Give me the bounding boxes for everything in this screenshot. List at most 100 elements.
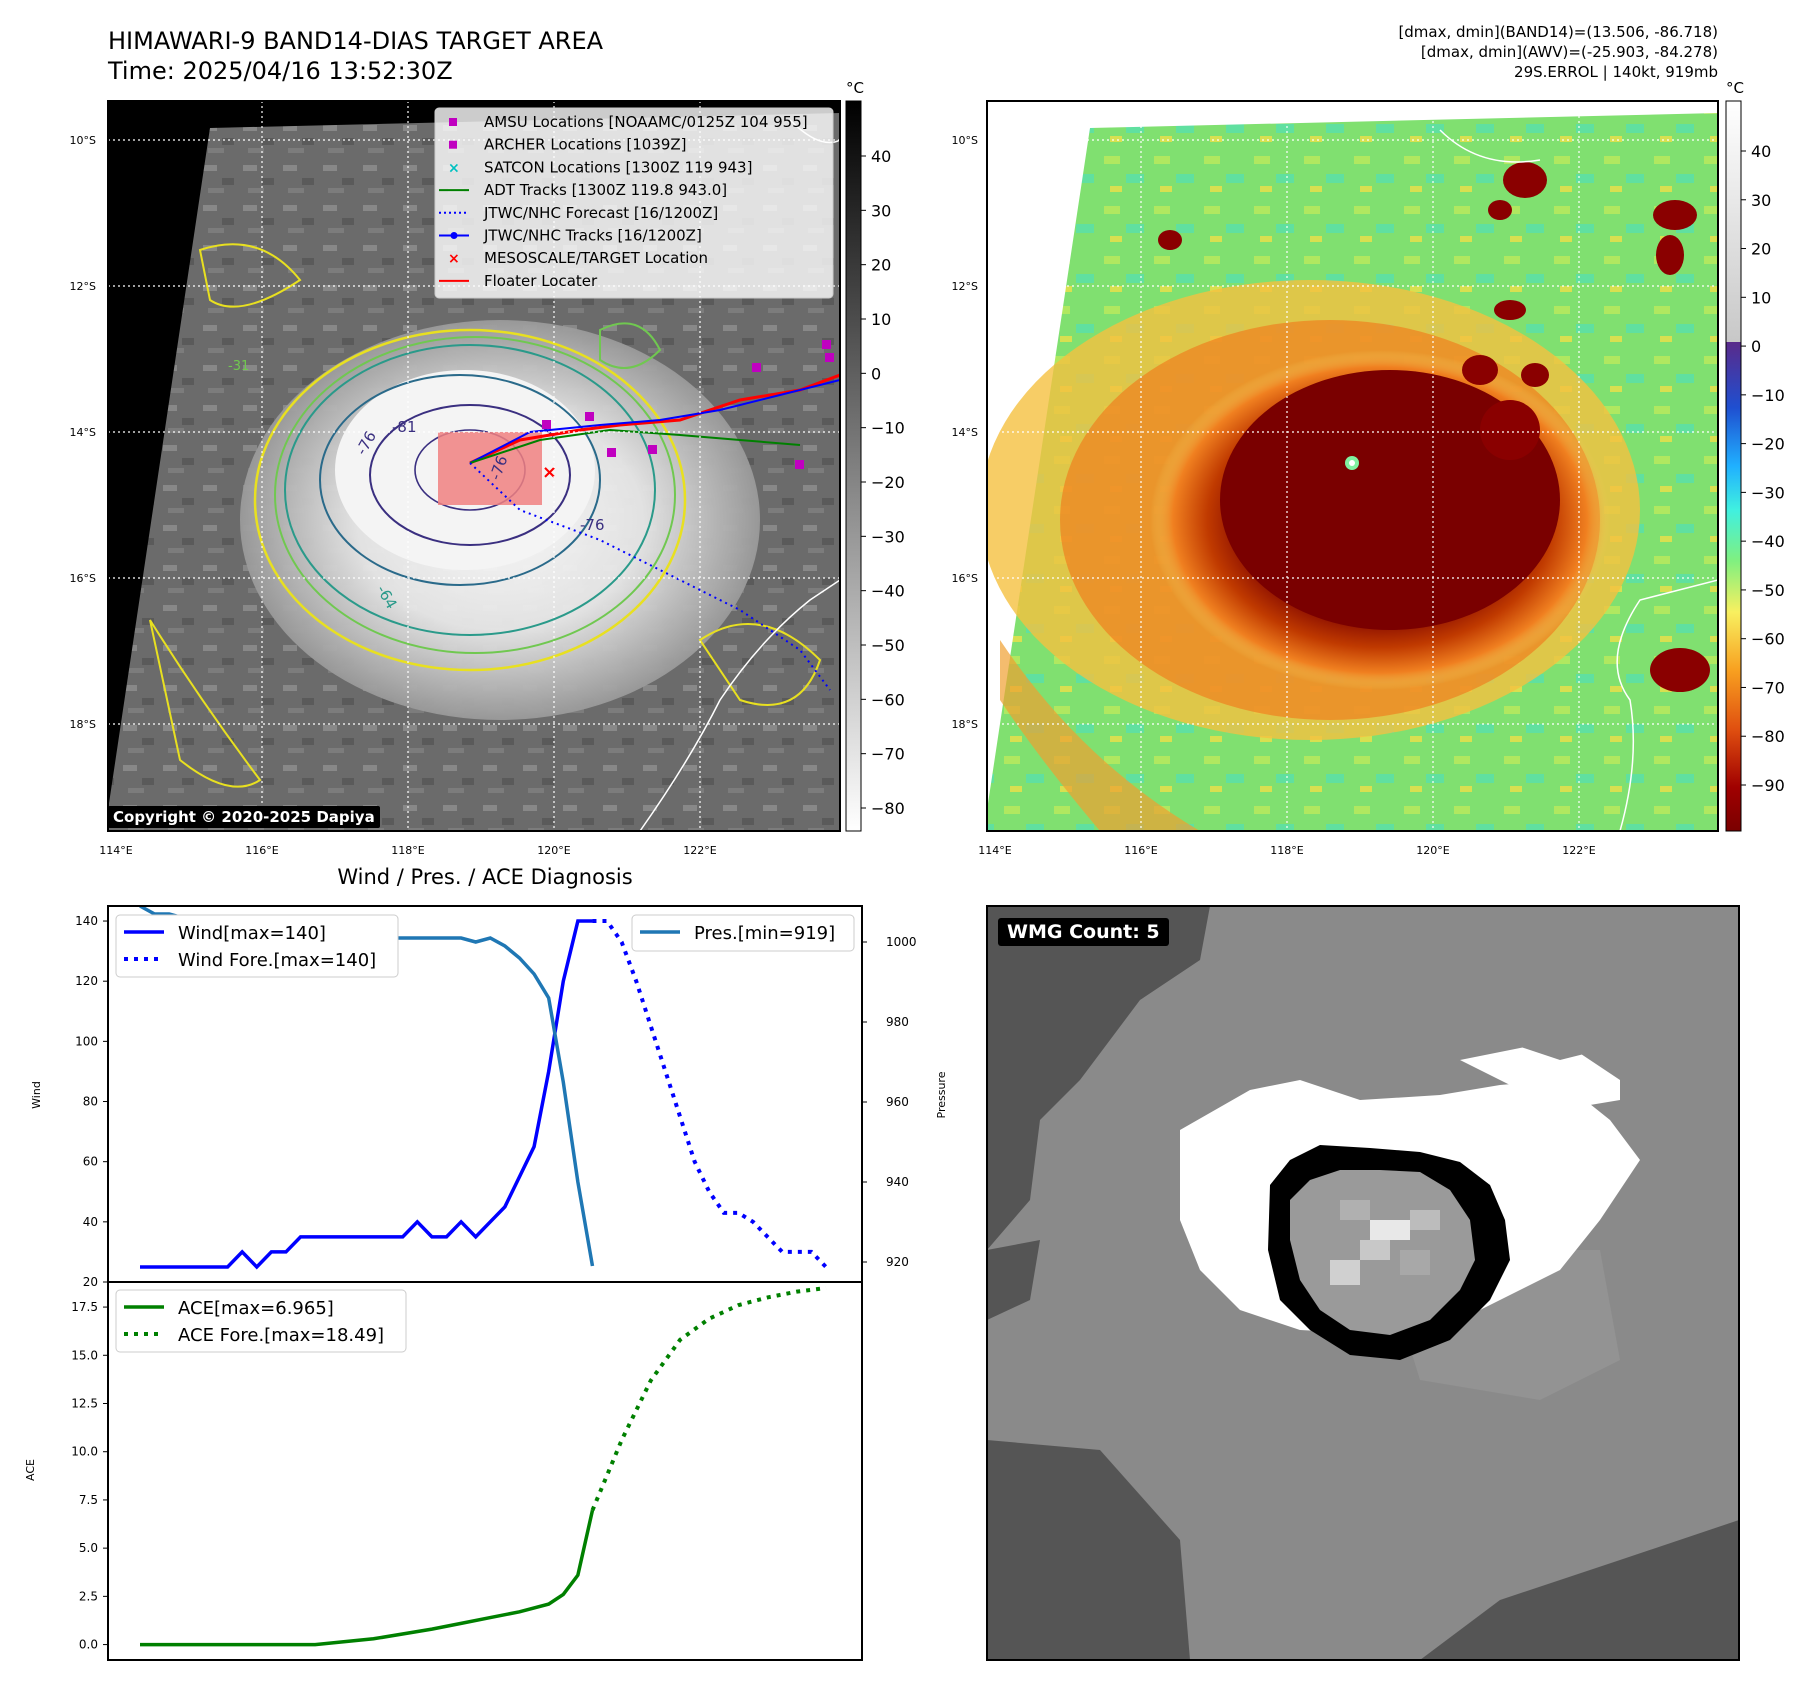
- colorbar-tick-label: 10: [871, 310, 891, 329]
- y-tick-label: 5.0: [79, 1541, 98, 1555]
- lat-label: 16°S: [952, 572, 978, 585]
- contour-label: -81: [392, 418, 417, 436]
- colorbar-tick-label: −40: [1751, 532, 1785, 551]
- legend-label: SATCON Locations [1300Z 119 943]: [484, 158, 752, 176]
- storm-info: 29S.ERROL | 140kt, 919mb: [1514, 63, 1718, 81]
- y-tick-label: 2.5: [79, 1589, 98, 1603]
- colorbar-tick-label: −10: [871, 419, 905, 438]
- legend-item: ARCHER Locations [1039Z]: [449, 136, 687, 154]
- figure-title: HIMAWARI-9 BAND14-DIAS TARGET AREA: [108, 27, 604, 55]
- colorbar-tick-label: −50: [871, 636, 905, 655]
- gray-colorbar: °C 40 30 20 10 0 −10 −20 −30 −40 −50 −60 −70 −80: [845, 79, 905, 832]
- lat-label: 18°S: [952, 718, 978, 731]
- legend-item: Floater Locater: [439, 272, 598, 290]
- colorbar-tick-label: −90: [1751, 776, 1785, 795]
- ir-color-map: [986, 100, 1719, 832]
- ace-legend: ACE[max=6.965] ACE Fore.[max=18.49]: [115, 1289, 407, 1353]
- y-tick-label: 20: [83, 1275, 98, 1289]
- contour-label: -31: [228, 359, 249, 374]
- lon-label: 120°E: [537, 844, 570, 857]
- lon-label: 116°E: [245, 844, 278, 857]
- lon-label: 114°E: [99, 844, 132, 857]
- legend-label: Floater Locater: [484, 272, 598, 290]
- lon-label: 114°E: [978, 844, 1011, 857]
- y-tick-label: 140: [75, 914, 98, 928]
- series-line: [140, 919, 593, 1270]
- colorbar-tick-label: −20: [1751, 435, 1785, 454]
- wmg-image: [986, 905, 1740, 1661]
- y2-tick-label: 940: [886, 1175, 909, 1189]
- colorbar-tick-label: −40: [871, 582, 905, 601]
- map2-lat-labels: 10°S 12°S 14°S 16°S 18°S: [952, 134, 978, 731]
- legend-item: AMSU Locations [NOAAMC/0125Z 104 955]: [449, 113, 808, 131]
- legend-item: JTWC/NHC Tracks [16/1200Z]: [439, 227, 702, 245]
- colorbar-tick-label: 30: [871, 201, 891, 220]
- y2-tick-label: 960: [886, 1095, 909, 1109]
- legend-marker: [449, 140, 457, 149]
- legend-label: JTWC/NHC Forecast [16/1200Z]: [483, 204, 718, 222]
- legend-marker: ×: [448, 160, 460, 176]
- map1-lon-labels: 114°E 116°E 118°E 120°E 122°E: [99, 844, 716, 857]
- lat-label: 10°S: [70, 134, 96, 147]
- lon-label: 118°E: [391, 844, 424, 857]
- lat-label: 14°S: [70, 426, 96, 439]
- colorbar-unit: °C: [846, 79, 864, 97]
- colorbar-tick-label: −30: [1751, 483, 1785, 502]
- legend-entry: Pres.[min=919]: [694, 923, 835, 944]
- colorbar-tick-label: −80: [1751, 727, 1785, 746]
- pressure-axis-label: Pressure: [935, 1071, 948, 1118]
- awv-range-info: [dmax, dmin](AWV)=(-25.903, -84.278): [1420, 43, 1718, 61]
- colorbar-tick-label: −30: [871, 527, 905, 546]
- lat-label: 16°S: [70, 572, 96, 585]
- y-tick-label: 10.0: [71, 1445, 98, 1459]
- legend-label: ADT Tracks [1300Z 119.8 943.0]: [484, 181, 727, 199]
- legend-entry: Wind[max=140]: [178, 923, 326, 944]
- legend-label: JTWC/NHC Tracks [16/1200Z]: [483, 227, 702, 245]
- legend-marker: [449, 118, 457, 126]
- legend-marker: ×: [448, 251, 460, 267]
- lon-label: 118°E: [1270, 844, 1303, 857]
- y2-tick-label: 980: [886, 1015, 909, 1029]
- lat-label: 12°S: [70, 280, 96, 293]
- y-tick-label: 120: [75, 974, 98, 988]
- lat-label: 18°S: [70, 718, 96, 731]
- colorbar-tick-label: 0: [1751, 337, 1761, 356]
- y2-tick-label: 1000: [886, 935, 917, 949]
- colorbar-tick-label: 10: [1751, 288, 1771, 307]
- lon-label: 120°E: [1416, 844, 1449, 857]
- legend-label: MESOSCALE/TARGET Location: [484, 249, 708, 267]
- colorbar-tick-label: −70: [871, 745, 905, 764]
- legend-entry: ACE Fore.[max=18.49]: [178, 1325, 384, 1346]
- map-legend: AMSU Locations [NOAAMC/0125Z 104 955] ARC…: [434, 107, 834, 299]
- y-tick-label: 15.0: [71, 1348, 98, 1362]
- colorbar-tick-label: 0: [871, 364, 881, 383]
- lon-label: 116°E: [1124, 844, 1157, 857]
- color-colorbar: °C 40 30 20 10 0 −10 −20 −30 −40 −50 −60 −70 −80 −90: [1725, 79, 1785, 832]
- ace-axis-label: ACE: [24, 1459, 37, 1481]
- y2-tick-label: 920: [886, 1255, 909, 1269]
- colorbar-tick-label: −60: [871, 690, 905, 709]
- colorbar-tick-label: 40: [1751, 142, 1771, 161]
- contour-label: -76: [580, 516, 605, 534]
- colorbar-tick-label: 30: [1751, 191, 1771, 210]
- wind-legend: Wind[max=140] Wind Fore.[max=140]: [115, 914, 399, 978]
- figure-time: Time: 2025/04/16 13:52:30Z: [108, 57, 453, 85]
- legend-label: ARCHER Locations [1039Z]: [484, 136, 687, 154]
- ace-chart: 0.0 2.5 5.0 7.5 10.0 12.5 15.0 17.5 ACE ACE[max…: [24, 1281, 863, 1661]
- wind-pressure-chart: 20 40 60 80 100 120 140 920 940 960 980 1000 Wind P…: [30, 905, 948, 1289]
- colorbar-tick-label: 20: [1751, 240, 1771, 259]
- wind-axis-label: Wind: [30, 1081, 43, 1109]
- chart-title: Wind / Pres. / ACE Diagnosis: [337, 865, 632, 889]
- colorbar-tick-label: −20: [871, 473, 905, 492]
- lat-label: 14°S: [952, 426, 978, 439]
- colorbar-unit: °C: [1726, 79, 1744, 97]
- lat-label: 10°S: [952, 134, 978, 147]
- lon-label: 122°E: [1562, 844, 1595, 857]
- colorbar-tick-label: 40: [871, 147, 891, 166]
- pressure-legend: Pres.[min=919]: [631, 914, 855, 952]
- y-tick-label: 0.0: [79, 1638, 98, 1652]
- legend-marker: [450, 232, 458, 239]
- legend-item: × MESOSCALE/TARGET Location: [448, 249, 708, 267]
- series-line: [140, 1509, 595, 1647]
- legend-label: AMSU Locations [NOAAMC/0125Z 104 955]: [484, 113, 808, 131]
